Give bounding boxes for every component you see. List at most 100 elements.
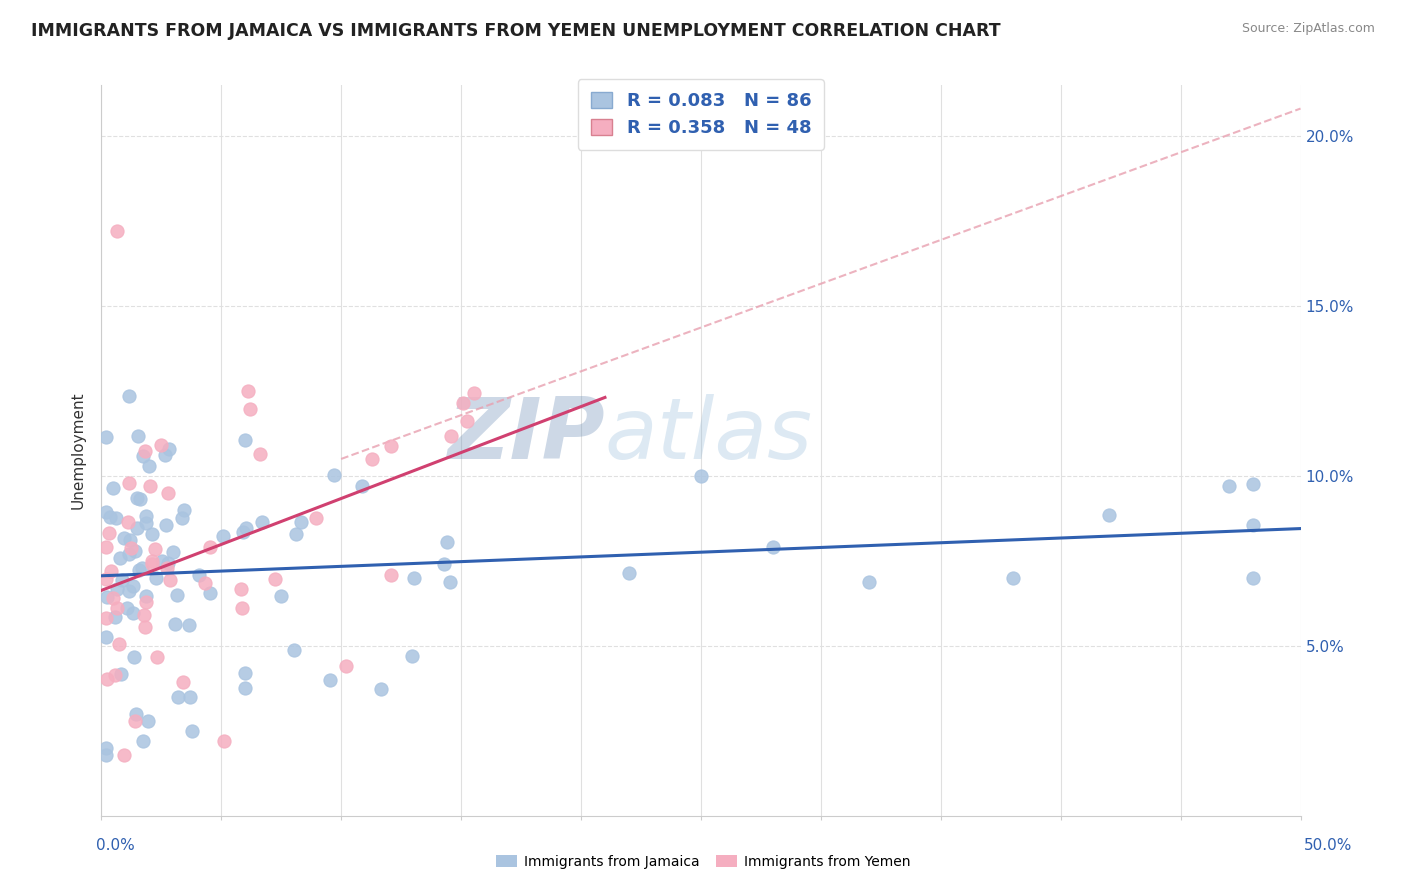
Point bbox=[157, 486, 180, 500]
Point bbox=[94, 572, 117, 586]
Point bbox=[157, 442, 180, 457]
Point bbox=[198, 541, 221, 555]
Point bbox=[231, 582, 253, 597]
Point bbox=[96, 590, 118, 604]
Point bbox=[141, 553, 163, 567]
Point bbox=[100, 564, 122, 578]
Point bbox=[149, 438, 172, 452]
Point bbox=[264, 572, 287, 586]
Point bbox=[122, 579, 145, 593]
Point bbox=[98, 510, 121, 524]
Point bbox=[155, 518, 177, 533]
Point bbox=[94, 747, 117, 762]
Point bbox=[134, 608, 156, 623]
Point bbox=[451, 395, 474, 409]
Point bbox=[166, 588, 188, 602]
Point bbox=[439, 575, 461, 590]
Point bbox=[187, 567, 209, 582]
Point bbox=[165, 617, 187, 632]
Point bbox=[762, 540, 785, 554]
Point bbox=[97, 525, 120, 540]
Point bbox=[436, 535, 458, 549]
Point bbox=[249, 447, 271, 461]
Point bbox=[156, 560, 179, 574]
Point bbox=[135, 595, 157, 609]
Point bbox=[125, 707, 148, 722]
Point bbox=[105, 224, 128, 238]
Point bbox=[145, 650, 167, 665]
Point bbox=[235, 666, 257, 681]
Point bbox=[172, 511, 194, 525]
Point bbox=[118, 389, 141, 403]
Point bbox=[401, 649, 423, 664]
Point bbox=[132, 450, 155, 464]
Point bbox=[141, 558, 163, 572]
Point bbox=[212, 734, 235, 748]
Text: ZIP: ZIP bbox=[447, 394, 605, 477]
Point bbox=[117, 601, 139, 615]
Point bbox=[172, 675, 194, 690]
Point bbox=[194, 576, 217, 591]
Point bbox=[94, 611, 117, 625]
Point bbox=[167, 690, 190, 705]
Point bbox=[94, 429, 117, 443]
Point bbox=[143, 542, 166, 557]
Point bbox=[127, 521, 149, 535]
Point bbox=[135, 589, 157, 603]
Point bbox=[270, 589, 292, 603]
Point bbox=[108, 637, 131, 651]
Point bbox=[122, 650, 145, 665]
Point bbox=[127, 491, 149, 505]
Point bbox=[104, 668, 127, 682]
Point bbox=[305, 511, 328, 525]
Point bbox=[128, 563, 150, 577]
Point bbox=[250, 515, 273, 529]
Point bbox=[238, 384, 260, 399]
Point bbox=[231, 601, 253, 615]
Point bbox=[156, 556, 179, 570]
Point bbox=[134, 620, 156, 634]
Point bbox=[1218, 479, 1240, 493]
Point bbox=[104, 510, 127, 524]
Point bbox=[283, 643, 305, 657]
Point bbox=[94, 630, 117, 644]
Point bbox=[145, 570, 167, 584]
Point bbox=[155, 448, 177, 462]
Y-axis label: Unemployment: Unemployment bbox=[70, 392, 86, 509]
Point bbox=[131, 561, 153, 575]
Point bbox=[239, 402, 262, 417]
Text: 50.0%: 50.0% bbox=[1305, 838, 1353, 853]
Point bbox=[285, 527, 308, 541]
Point bbox=[127, 429, 149, 443]
Point bbox=[108, 551, 131, 566]
Point bbox=[110, 574, 132, 588]
Point bbox=[689, 469, 711, 483]
Point bbox=[103, 591, 125, 606]
Point bbox=[177, 617, 200, 632]
Point bbox=[1241, 518, 1264, 533]
Point bbox=[235, 521, 257, 535]
Point bbox=[150, 554, 173, 568]
Point bbox=[1241, 477, 1264, 491]
Point bbox=[120, 541, 142, 555]
Point bbox=[118, 533, 141, 548]
Point bbox=[617, 566, 640, 581]
Point bbox=[112, 747, 135, 762]
Text: IMMIGRANTS FROM JAMAICA VS IMMIGRANTS FROM YEMEN UNEMPLOYMENT CORRELATION CHART: IMMIGRANTS FROM JAMAICA VS IMMIGRANTS FR… bbox=[31, 22, 1001, 40]
Point bbox=[290, 515, 312, 529]
Point bbox=[132, 734, 155, 748]
Point bbox=[94, 540, 117, 554]
Point bbox=[456, 414, 478, 428]
Point bbox=[233, 434, 256, 448]
Point bbox=[200, 586, 222, 600]
Point bbox=[335, 659, 357, 673]
Point bbox=[122, 607, 145, 621]
Point bbox=[139, 479, 162, 493]
Point bbox=[129, 492, 152, 507]
Point bbox=[380, 439, 402, 453]
Text: atlas: atlas bbox=[605, 394, 813, 477]
Legend: Immigrants from Jamaica, Immigrants from Yemen: Immigrants from Jamaica, Immigrants from… bbox=[491, 849, 915, 874]
Point bbox=[319, 673, 342, 687]
Point bbox=[858, 575, 880, 590]
Point bbox=[433, 557, 456, 571]
